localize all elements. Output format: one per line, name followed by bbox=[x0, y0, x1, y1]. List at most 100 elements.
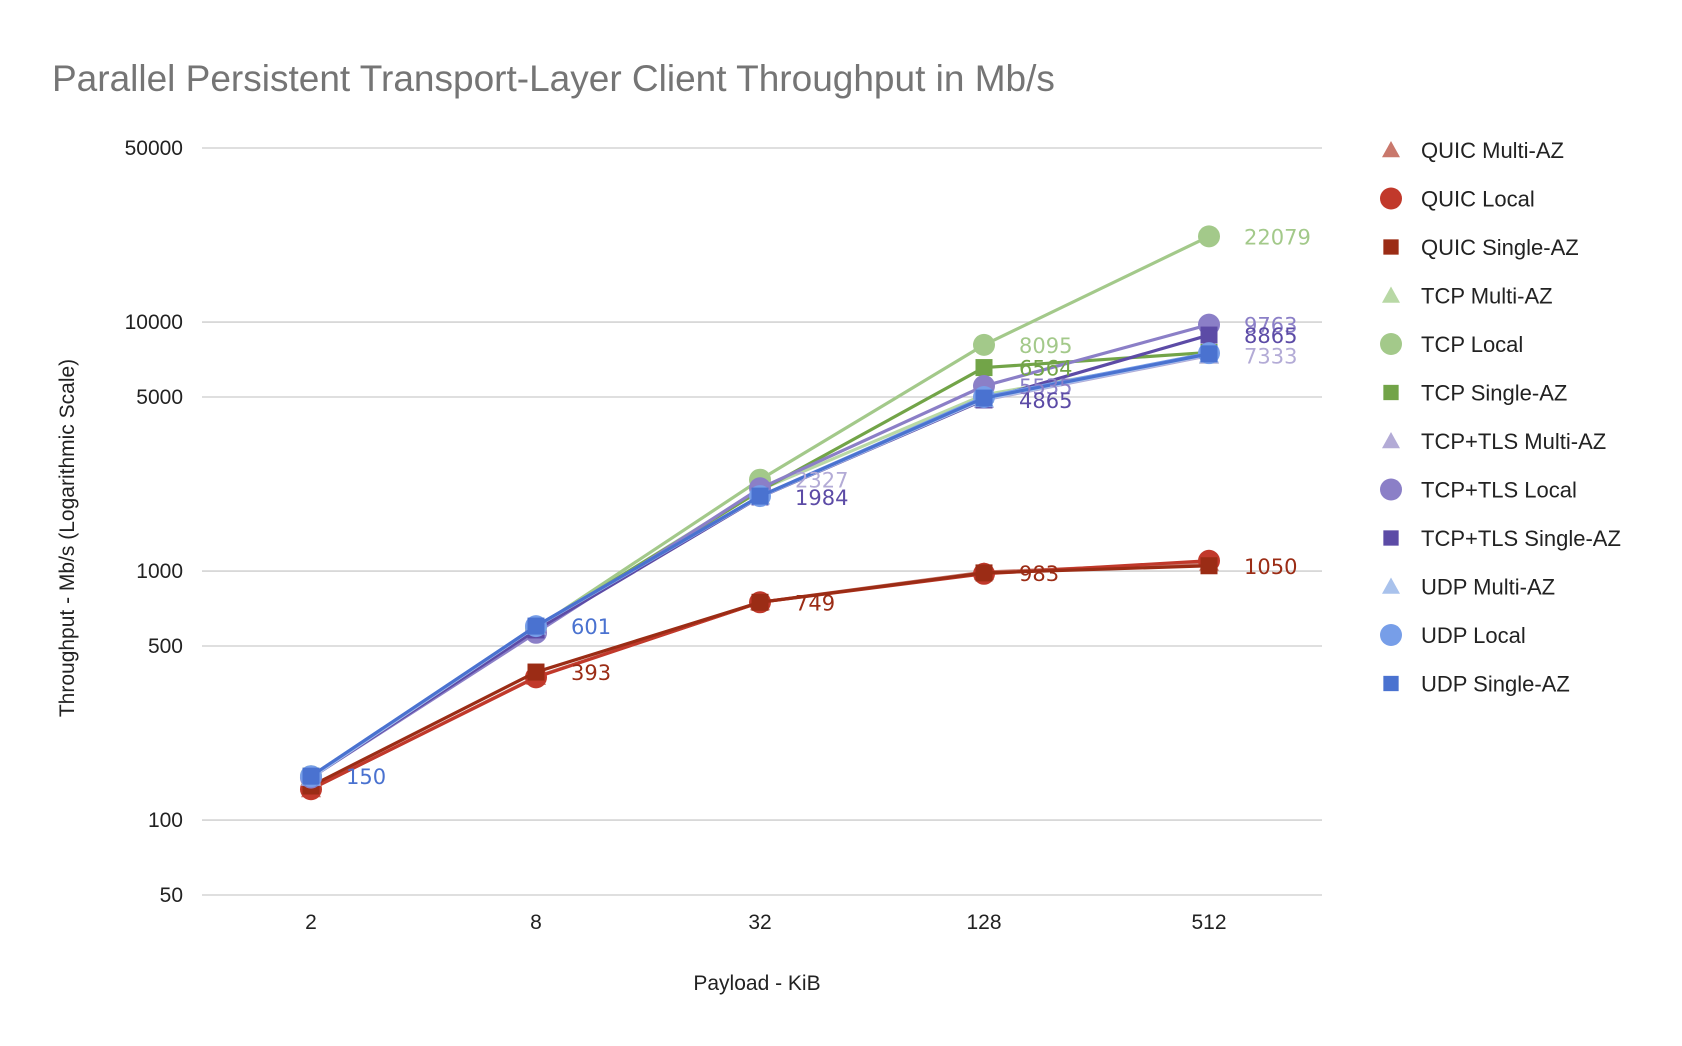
y-axis-label: Throughput - Mb/s (Logarithmic Scale) bbox=[56, 359, 79, 717]
legend: QUIC Multi-AZ QUIC Local QUIC Single-AZ TCP… bbox=[1380, 138, 1621, 697]
legend-marker bbox=[1383, 384, 1399, 401]
legend-item: TCP Single-AZ bbox=[1383, 381, 1567, 406]
data-label: 1984 bbox=[795, 486, 848, 510]
x-tick-label: 8 bbox=[530, 911, 542, 934]
data-point bbox=[751, 487, 769, 505]
series-lines bbox=[300, 225, 1220, 801]
legend-label: TCP+TLS Single-AZ bbox=[1421, 526, 1621, 551]
data-point bbox=[1200, 557, 1218, 575]
y-tick-label: 50000 bbox=[125, 137, 183, 160]
legend-item: TCP+TLS Multi-AZ bbox=[1382, 429, 1606, 454]
data-label: 22079 bbox=[1244, 225, 1311, 249]
data-label: 9763 bbox=[1244, 314, 1297, 338]
series-line bbox=[309, 353, 1211, 780]
data-label: 150 bbox=[346, 765, 386, 789]
legend-marker bbox=[1380, 333, 1402, 355]
series-tcp-single-az bbox=[302, 343, 1218, 785]
data-label: 601 bbox=[571, 615, 611, 639]
legend-marker bbox=[1382, 286, 1400, 303]
y-tick-label: 1000 bbox=[136, 560, 183, 583]
series-tcp-tls-local bbox=[300, 313, 1220, 789]
data-point bbox=[302, 767, 320, 785]
y-tick-label: 10000 bbox=[125, 311, 183, 334]
x-tick-label: 512 bbox=[1191, 911, 1226, 934]
data-point bbox=[1198, 225, 1220, 248]
x-tick-label: 128 bbox=[966, 911, 1001, 934]
series-line bbox=[309, 323, 1211, 780]
data-label: 983 bbox=[1019, 562, 1059, 586]
legend-marker bbox=[1382, 577, 1400, 594]
legend-label: UDP Multi-AZ bbox=[1421, 575, 1555, 600]
y-tick-label: 5000 bbox=[136, 386, 183, 409]
data-point bbox=[975, 359, 993, 377]
data-label: 2327 bbox=[795, 469, 848, 493]
legend-label: TCP+TLS Multi-AZ bbox=[1421, 429, 1606, 454]
legend-item: UDP Multi-AZ bbox=[1382, 575, 1555, 600]
data-point bbox=[527, 663, 545, 681]
data-point bbox=[1200, 345, 1218, 363]
y-tick-label: 50 bbox=[160, 884, 183, 907]
series-udp-single-az bbox=[302, 345, 1218, 785]
legend-marker bbox=[1382, 141, 1400, 158]
series-line bbox=[309, 351, 1211, 778]
data-label: 5535 bbox=[1019, 375, 1072, 399]
data-label: 7333 bbox=[1244, 345, 1297, 369]
series-tcp-tls-single-az bbox=[302, 326, 1218, 787]
legend-item: UDP Local bbox=[1380, 623, 1526, 648]
legend-label: TCP Multi-AZ bbox=[1421, 284, 1553, 309]
chart-title: Parallel Persistent Transport-Layer Clie… bbox=[52, 58, 1055, 99]
series-line bbox=[309, 353, 1211, 780]
legend-item: TCP Multi-AZ bbox=[1382, 284, 1553, 309]
data-label: 4865 bbox=[1019, 389, 1072, 413]
x-axis-ticks: 2 8 32 128 512 bbox=[305, 911, 1226, 934]
series-line bbox=[309, 353, 1211, 778]
data-label: 6564 bbox=[1019, 357, 1072, 381]
series-quic-multi-az bbox=[301, 552, 1219, 798]
legend-item: TCP Local bbox=[1380, 332, 1523, 357]
series-line bbox=[309, 352, 1211, 778]
series-tcp-multi-az bbox=[301, 345, 1219, 785]
x-tick-label: 32 bbox=[748, 911, 771, 934]
y-axis-ticks: 50000 10000 5000 1000 500 100 50 bbox=[125, 137, 183, 907]
gridlines bbox=[202, 147, 1322, 896]
y-tick-label: 100 bbox=[148, 809, 183, 832]
legend-marker bbox=[1383, 530, 1399, 546]
legend-marker bbox=[1380, 478, 1402, 501]
legend-label: TCP+TLS Local bbox=[1421, 478, 1577, 503]
data-point bbox=[975, 564, 993, 582]
data-label: 1050 bbox=[1244, 555, 1297, 579]
data-label: 749 bbox=[795, 591, 835, 615]
data-label: 8865 bbox=[1244, 324, 1297, 348]
legend-label: QUIC Single-AZ bbox=[1421, 235, 1579, 260]
legend-label: QUIC Local bbox=[1421, 187, 1535, 212]
legend-marker bbox=[1380, 624, 1402, 646]
data-label: 393 bbox=[571, 661, 611, 685]
legend-marker bbox=[1382, 432, 1400, 449]
data-label: 8095 bbox=[1019, 334, 1072, 358]
series-quic-local bbox=[300, 549, 1220, 801]
legend-label: UDP Local bbox=[1421, 623, 1526, 648]
y-tick-label: 500 bbox=[148, 635, 183, 658]
data-point bbox=[751, 593, 769, 611]
series-line bbox=[309, 333, 1211, 780]
series-line bbox=[309, 350, 1211, 778]
legend-marker bbox=[1380, 187, 1402, 210]
legend-item: QUIC Local bbox=[1380, 187, 1535, 212]
legend-item: TCP+TLS Local bbox=[1380, 478, 1577, 503]
series-quic-single-az bbox=[302, 557, 1218, 795]
legend-label: TCP Local bbox=[1421, 332, 1523, 357]
data-point bbox=[527, 617, 545, 635]
legend-label: UDP Single-AZ bbox=[1421, 672, 1570, 697]
legend-item: QUIC Multi-AZ bbox=[1382, 138, 1564, 163]
data-point bbox=[973, 333, 995, 356]
data-point bbox=[975, 389, 993, 407]
legend-marker bbox=[1383, 675, 1399, 692]
legend-item: QUIC Single-AZ bbox=[1383, 235, 1579, 260]
series-udp-multi-az bbox=[301, 344, 1219, 786]
legend-label: TCP Single-AZ bbox=[1421, 381, 1567, 406]
data-point bbox=[1200, 326, 1218, 344]
legend-marker bbox=[1383, 239, 1399, 255]
x-tick-label: 2 bbox=[305, 911, 317, 934]
